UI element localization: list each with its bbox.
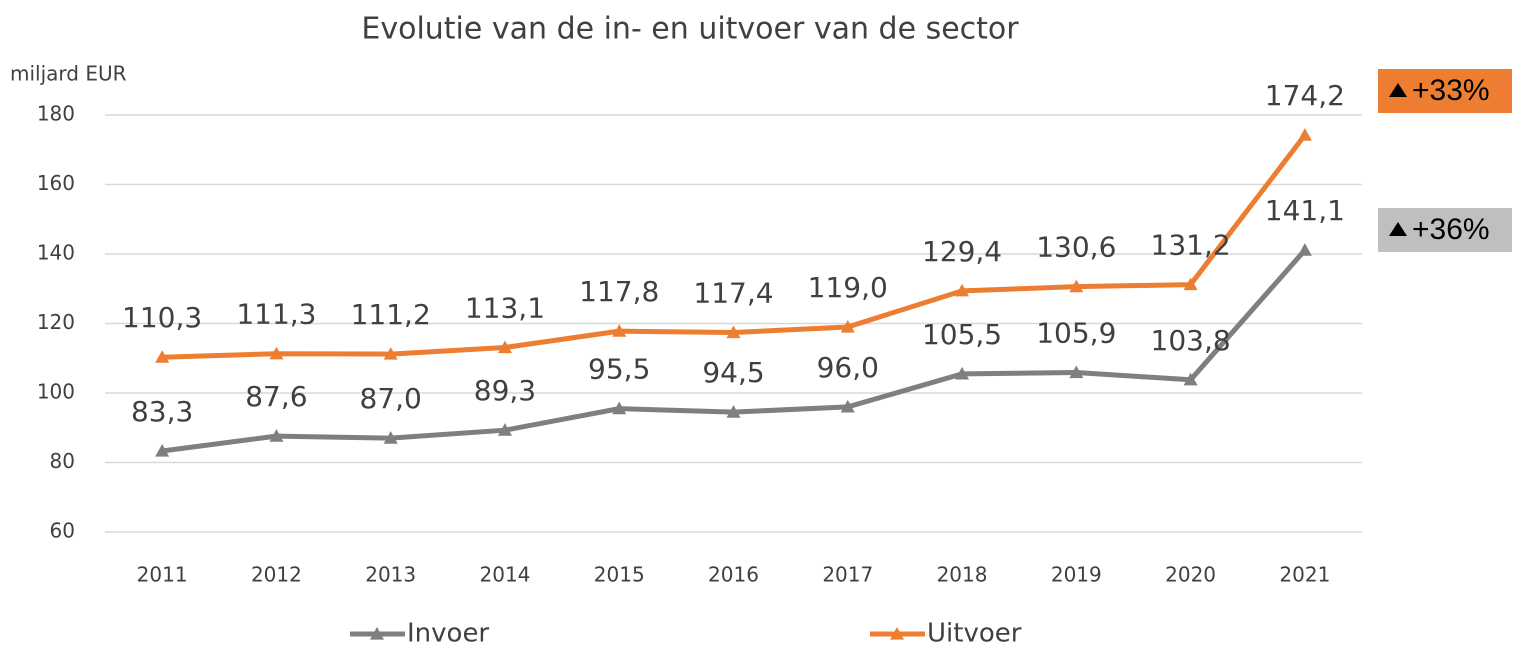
x-tick-label: 2015 (594, 563, 645, 587)
data-label: 130,6 (1036, 231, 1116, 264)
data-label: 95,5 (588, 353, 650, 386)
point-marker (497, 423, 512, 436)
y-tick-label: 140 (37, 241, 75, 265)
data-label: 87,0 (360, 382, 422, 415)
data-label: 131,2 (1151, 229, 1231, 262)
point-marker (726, 405, 741, 418)
point-marker (269, 429, 284, 442)
point-marker (726, 325, 741, 339)
data-label: 141,1 (1265, 194, 1345, 227)
data-label: 117,4 (693, 277, 773, 310)
point-marker (383, 431, 398, 444)
data-label: 94,5 (702, 356, 764, 389)
data-label: 89,3 (474, 374, 536, 407)
data-label: 105,9 (1036, 316, 1116, 349)
y-tick-label: 60 (50, 519, 75, 543)
annotation-text: +36% (1412, 213, 1490, 246)
point-marker (269, 346, 284, 360)
x-tick-label: 2014 (480, 563, 531, 587)
point-marker (155, 350, 170, 363)
data-label: 110,3 (122, 301, 202, 334)
x-tick-label: 2020 (1165, 563, 1216, 587)
data-label: 119,0 (808, 271, 888, 304)
annotation-arrow (1389, 83, 1407, 97)
x-tick-label: 2012 (251, 563, 302, 587)
x-tick-label: 2016 (708, 563, 759, 587)
y-tick-label: 120 (37, 310, 75, 334)
x-tick-label: 2011 (137, 563, 188, 587)
data-label: 113,1 (465, 291, 545, 324)
point-marker (840, 319, 855, 333)
chart-title: Evolutie van de in- en uitvoer van de se… (361, 12, 1019, 47)
x-tick-label: 2017 (822, 563, 873, 587)
point-marker (1183, 372, 1198, 386)
data-label: 83,3 (131, 395, 193, 428)
point-marker (497, 340, 512, 354)
y-tick-label: 100 (37, 380, 75, 404)
point-marker (155, 444, 170, 457)
data-label: 174,2 (1265, 79, 1345, 112)
data-label: 96,0 (817, 351, 879, 384)
x-tick-label: 2013 (365, 563, 416, 587)
data-label: 105,5 (922, 318, 1002, 351)
x-tick-label: 2019 (1051, 563, 1102, 587)
point-marker (955, 283, 970, 297)
legend-marker (890, 627, 904, 640)
y-tick-label: 80 (50, 449, 75, 473)
point-marker (955, 366, 970, 380)
point-marker (1069, 279, 1084, 293)
point-marker (383, 347, 398, 360)
point-marker (1297, 128, 1312, 141)
data-label: 87,6 (245, 380, 307, 413)
annotation-arrow (1389, 222, 1407, 236)
data-label: 111,2 (351, 298, 431, 331)
point-marker (612, 401, 627, 415)
point-marker (1183, 277, 1198, 291)
data-label: 111,3 (236, 298, 316, 331)
point-marker (612, 324, 627, 337)
data-label: 129,4 (922, 235, 1002, 268)
x-tick-label: 2018 (937, 563, 988, 587)
point-marker (840, 399, 855, 413)
y-tick-label: 180 (37, 102, 75, 126)
data-label: 117,8 (579, 275, 659, 308)
data-label: 103,8 (1151, 324, 1231, 357)
point-marker (1297, 243, 1312, 256)
legend-label: Uitvoer (927, 619, 1022, 646)
annotation-text: +33% (1412, 74, 1490, 107)
y-axis-label: miljard EUR (10, 62, 127, 86)
y-tick-label: 160 (37, 171, 75, 195)
legend-marker (370, 627, 384, 640)
legend-label: Invoer (407, 619, 489, 646)
x-tick-label: 2021 (1279, 563, 1330, 587)
point-marker (1069, 365, 1084, 379)
